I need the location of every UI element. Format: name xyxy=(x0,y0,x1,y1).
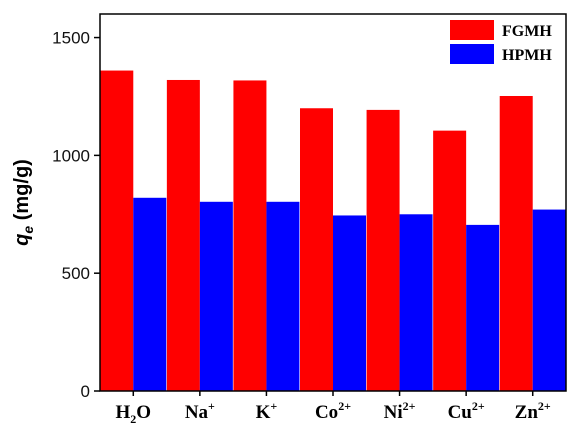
x-tick-label: Co2+ xyxy=(315,399,351,423)
y-tick-label: 500 xyxy=(62,264,90,283)
legend-swatch-fgmh xyxy=(450,20,494,40)
y-tick-label: 1000 xyxy=(52,146,90,165)
bar-hpmh-0 xyxy=(133,197,167,391)
bar-hpmh-4 xyxy=(399,214,433,391)
bar-fgmh-1 xyxy=(166,79,200,391)
bar-hpmh-3 xyxy=(333,215,366,391)
x-tick-label: K+ xyxy=(256,399,278,423)
x-tick-label: Cu2+ xyxy=(448,399,485,423)
bar-fgmh-6 xyxy=(499,95,533,391)
y-axis: 0 500 1000 1500 xyxy=(52,29,100,401)
x-axis: H2O Na+ K+ Co2+ Ni2+ Cu2+ Zn2+ xyxy=(116,391,551,425)
x-tick-label: Na+ xyxy=(185,399,215,423)
bar-fgmh-5 xyxy=(433,130,467,391)
bar-fgmh-4 xyxy=(366,109,400,391)
y-axis-label: qe (mg/g) xyxy=(11,159,36,246)
bar-hpmh-5 xyxy=(466,224,500,391)
bar-fgmh-3 xyxy=(300,108,333,391)
bars-group xyxy=(100,70,566,392)
x-tick-label: Zn2+ xyxy=(515,399,551,423)
y-tick-label: 0 xyxy=(81,382,90,401)
x-tick-label: Ni2+ xyxy=(384,399,416,423)
bar-hpmh-6 xyxy=(532,209,566,391)
bar-fgmh-2 xyxy=(233,80,267,391)
y-tick-label: 1500 xyxy=(52,29,90,48)
bar-hpmh-2 xyxy=(266,201,300,391)
bar-fgmh-0 xyxy=(100,70,134,392)
bar-hpmh-1 xyxy=(199,201,233,391)
legend: FGMH HPMH xyxy=(450,20,552,64)
legend-label-hpmh: HPMH xyxy=(502,47,552,64)
legend-label-fgmh: FGMH xyxy=(502,23,552,40)
x-tick-label: H2O xyxy=(116,402,152,425)
legend-swatch-hpmh xyxy=(450,44,494,64)
